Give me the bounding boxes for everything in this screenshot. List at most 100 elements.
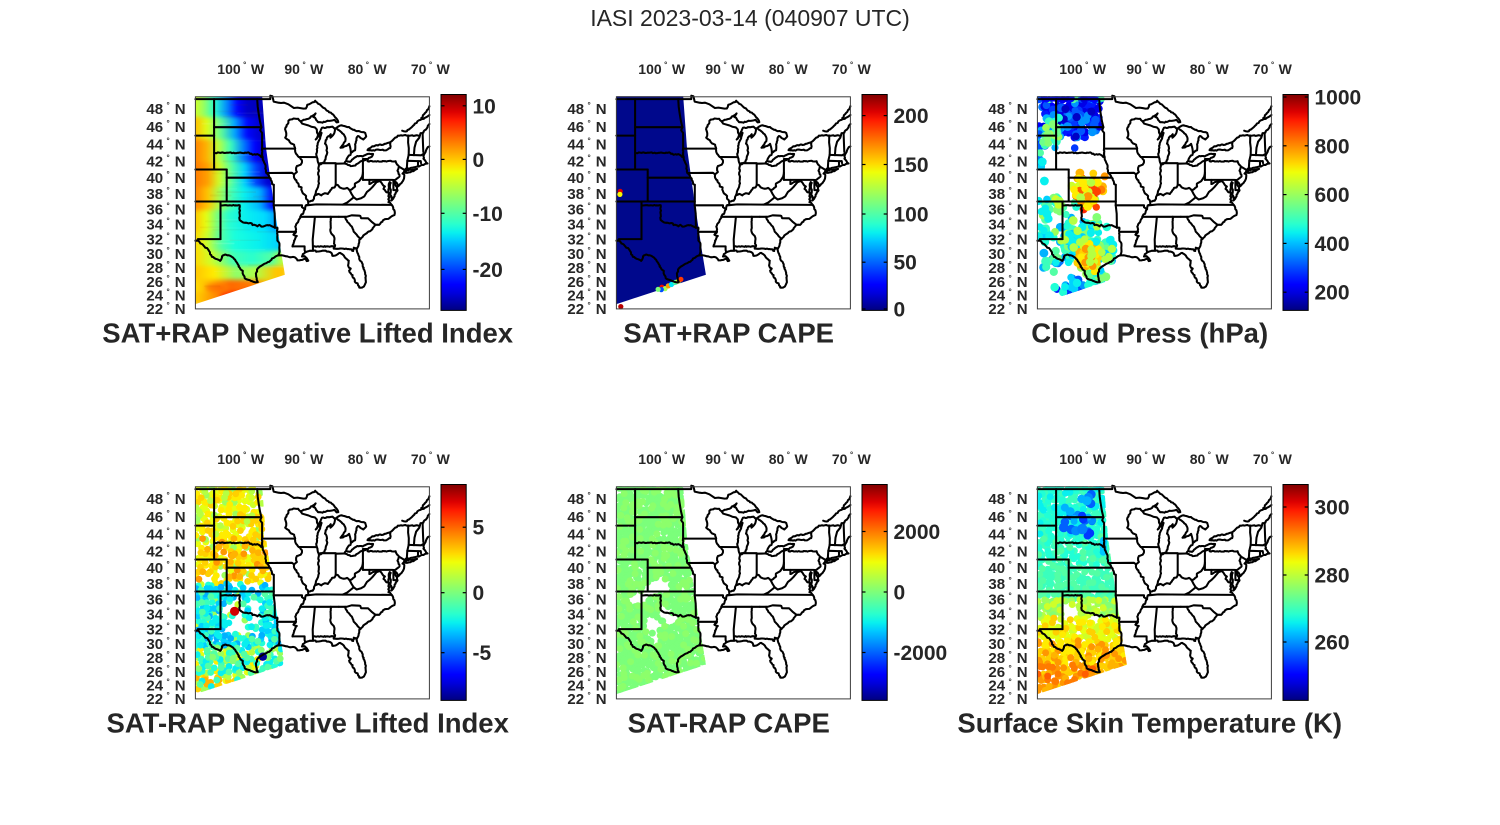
svg-text:-2000: -2000 — [894, 642, 948, 665]
svg-text:300: 300 — [1315, 497, 1350, 520]
svg-text:48°N: 48 ° N — [988, 101, 1027, 118]
svg-text:100: 100 — [894, 204, 929, 227]
svg-text:32°N: 32 ° N — [988, 621, 1027, 638]
svg-text:26°N: 26 ° N — [988, 664, 1027, 681]
svg-text:50: 50 — [894, 252, 917, 275]
svg-text:1000: 1000 — [1315, 87, 1362, 110]
svg-text:40°N: 40 ° N — [567, 560, 606, 577]
svg-text:22°N: 22 ° N — [567, 301, 606, 318]
svg-text:38°N: 38 ° N — [988, 186, 1027, 203]
svg-text:34°N: 34 ° N — [567, 607, 606, 624]
svg-text:48°N: 48 ° N — [988, 491, 1027, 508]
svg-text:90°W: 90 ° W — [284, 451, 324, 468]
svg-text:90°W: 90 ° W — [1126, 451, 1166, 468]
svg-text:SAT+RAP CAPE: SAT+RAP CAPE — [623, 318, 834, 349]
svg-text:24°N: 24 ° N — [567, 678, 606, 695]
svg-text:30°N: 30 ° N — [567, 636, 606, 653]
svg-text:26°N: 26 ° N — [146, 274, 185, 291]
svg-text:0: 0 — [894, 299, 906, 322]
svg-text:22°N: 22 ° N — [146, 691, 185, 708]
svg-text:22°N: 22 ° N — [988, 301, 1027, 318]
svg-text:90°W: 90 ° W — [1126, 61, 1166, 78]
svg-text:46°N: 46 ° N — [146, 119, 185, 136]
svg-text:34°N: 34 ° N — [988, 607, 1027, 624]
svg-text:46°N: 46 ° N — [146, 509, 185, 526]
svg-text:44°N: 44 ° N — [988, 527, 1027, 544]
svg-text:36°N: 36 ° N — [988, 202, 1027, 219]
svg-text:28°N: 28 ° N — [146, 650, 185, 667]
svg-text:80°W: 80 ° W — [348, 451, 388, 468]
svg-text:22°N: 22 ° N — [567, 691, 606, 708]
svg-text:200: 200 — [1315, 282, 1350, 305]
svg-text:24°N: 24 ° N — [146, 678, 185, 695]
svg-text:48°N: 48 ° N — [146, 491, 185, 508]
svg-text:10: 10 — [473, 95, 496, 118]
svg-text:36°N: 36 ° N — [567, 202, 606, 219]
svg-text:46°N: 46 ° N — [988, 509, 1027, 526]
svg-text:40°N: 40 ° N — [146, 170, 185, 187]
svg-text:0: 0 — [894, 582, 906, 605]
svg-text:44°N: 44 ° N — [567, 137, 606, 154]
svg-text:38°N: 38 ° N — [146, 576, 185, 593]
svg-text:26°N: 26 ° N — [988, 274, 1027, 291]
svg-text:36°N: 36 ° N — [988, 592, 1027, 609]
svg-text:150: 150 — [894, 154, 929, 177]
svg-text:-5: -5 — [473, 642, 492, 665]
svg-text:80°W: 80 ° W — [769, 61, 809, 78]
svg-text:32°N: 32 ° N — [146, 621, 185, 638]
svg-text:34°N: 34 ° N — [567, 217, 606, 234]
svg-text:80°W: 80 ° W — [1190, 451, 1230, 468]
svg-text:22°N: 22 ° N — [988, 691, 1027, 708]
svg-text:IASI 2023-03-14 (040907 UTC): IASI 2023-03-14 (040907 UTC) — [590, 5, 910, 31]
svg-text:42°N: 42 ° N — [146, 544, 185, 561]
svg-text:42°N: 42 ° N — [988, 544, 1027, 561]
svg-text:46°N: 46 ° N — [988, 119, 1027, 136]
svg-text:SAT-RAP CAPE: SAT-RAP CAPE — [628, 708, 830, 739]
svg-text:42°N: 42 ° N — [988, 154, 1027, 171]
svg-text:24°N: 24 ° N — [988, 288, 1027, 305]
svg-text:26°N: 26 ° N — [567, 274, 606, 291]
svg-text:30°N: 30 ° N — [146, 246, 185, 263]
svg-text:40°N: 40 ° N — [988, 170, 1027, 187]
svg-text:28°N: 28 ° N — [988, 650, 1027, 667]
svg-text:42°N: 42 ° N — [146, 154, 185, 171]
svg-text:40°N: 40 ° N — [146, 560, 185, 577]
svg-text:36°N: 36 ° N — [146, 592, 185, 609]
svg-text:40°N: 40 ° N — [567, 170, 606, 187]
svg-text:34°N: 34 ° N — [146, 607, 185, 624]
svg-text:70°W: 70 ° W — [832, 61, 872, 78]
svg-text:32°N: 32 ° N — [146, 231, 185, 248]
svg-text:46°N: 46 ° N — [567, 509, 606, 526]
svg-text:32°N: 32 ° N — [988, 231, 1027, 248]
svg-text:48°N: 48 ° N — [146, 101, 185, 118]
svg-text:80°W: 80 ° W — [769, 451, 809, 468]
svg-text:90°W: 90 ° W — [705, 61, 745, 78]
svg-text:48°N: 48 ° N — [567, 101, 606, 118]
svg-text:260: 260 — [1315, 632, 1350, 655]
svg-text:200: 200 — [894, 105, 929, 128]
svg-text:-20: -20 — [473, 259, 503, 282]
svg-text:22°N: 22 ° N — [146, 301, 185, 318]
svg-text:Cloud Press (hPa): Cloud Press (hPa) — [1031, 318, 1268, 349]
svg-text:38°N: 38 ° N — [567, 576, 606, 593]
svg-text:2000: 2000 — [894, 521, 941, 544]
svg-text:0: 0 — [473, 149, 485, 172]
svg-text:280: 280 — [1315, 565, 1350, 588]
svg-text:44°N: 44 ° N — [146, 137, 185, 154]
svg-text:30°N: 30 ° N — [988, 246, 1027, 263]
svg-text:SAT+RAP Negative Lifted Index: SAT+RAP Negative Lifted Index — [102, 318, 514, 349]
svg-text:-10: -10 — [473, 203, 503, 226]
svg-text:90°W: 90 ° W — [284, 61, 324, 78]
svg-text:400: 400 — [1315, 233, 1350, 256]
svg-text:SAT-RAP Negative Lifted Index: SAT-RAP Negative Lifted Index — [107, 708, 510, 739]
svg-text:24°N: 24 ° N — [988, 678, 1027, 695]
svg-text:90°W: 90 ° W — [705, 451, 745, 468]
svg-text:30°N: 30 ° N — [567, 246, 606, 263]
svg-text:36°N: 36 ° N — [567, 592, 606, 609]
svg-text:34°N: 34 ° N — [988, 217, 1027, 234]
svg-text:38°N: 38 ° N — [988, 576, 1027, 593]
svg-text:70°W: 70 ° W — [411, 451, 451, 468]
svg-text:70°W: 70 ° W — [832, 451, 872, 468]
svg-text:28°N: 28 ° N — [567, 260, 606, 277]
svg-text:32°N: 32 ° N — [567, 231, 606, 248]
